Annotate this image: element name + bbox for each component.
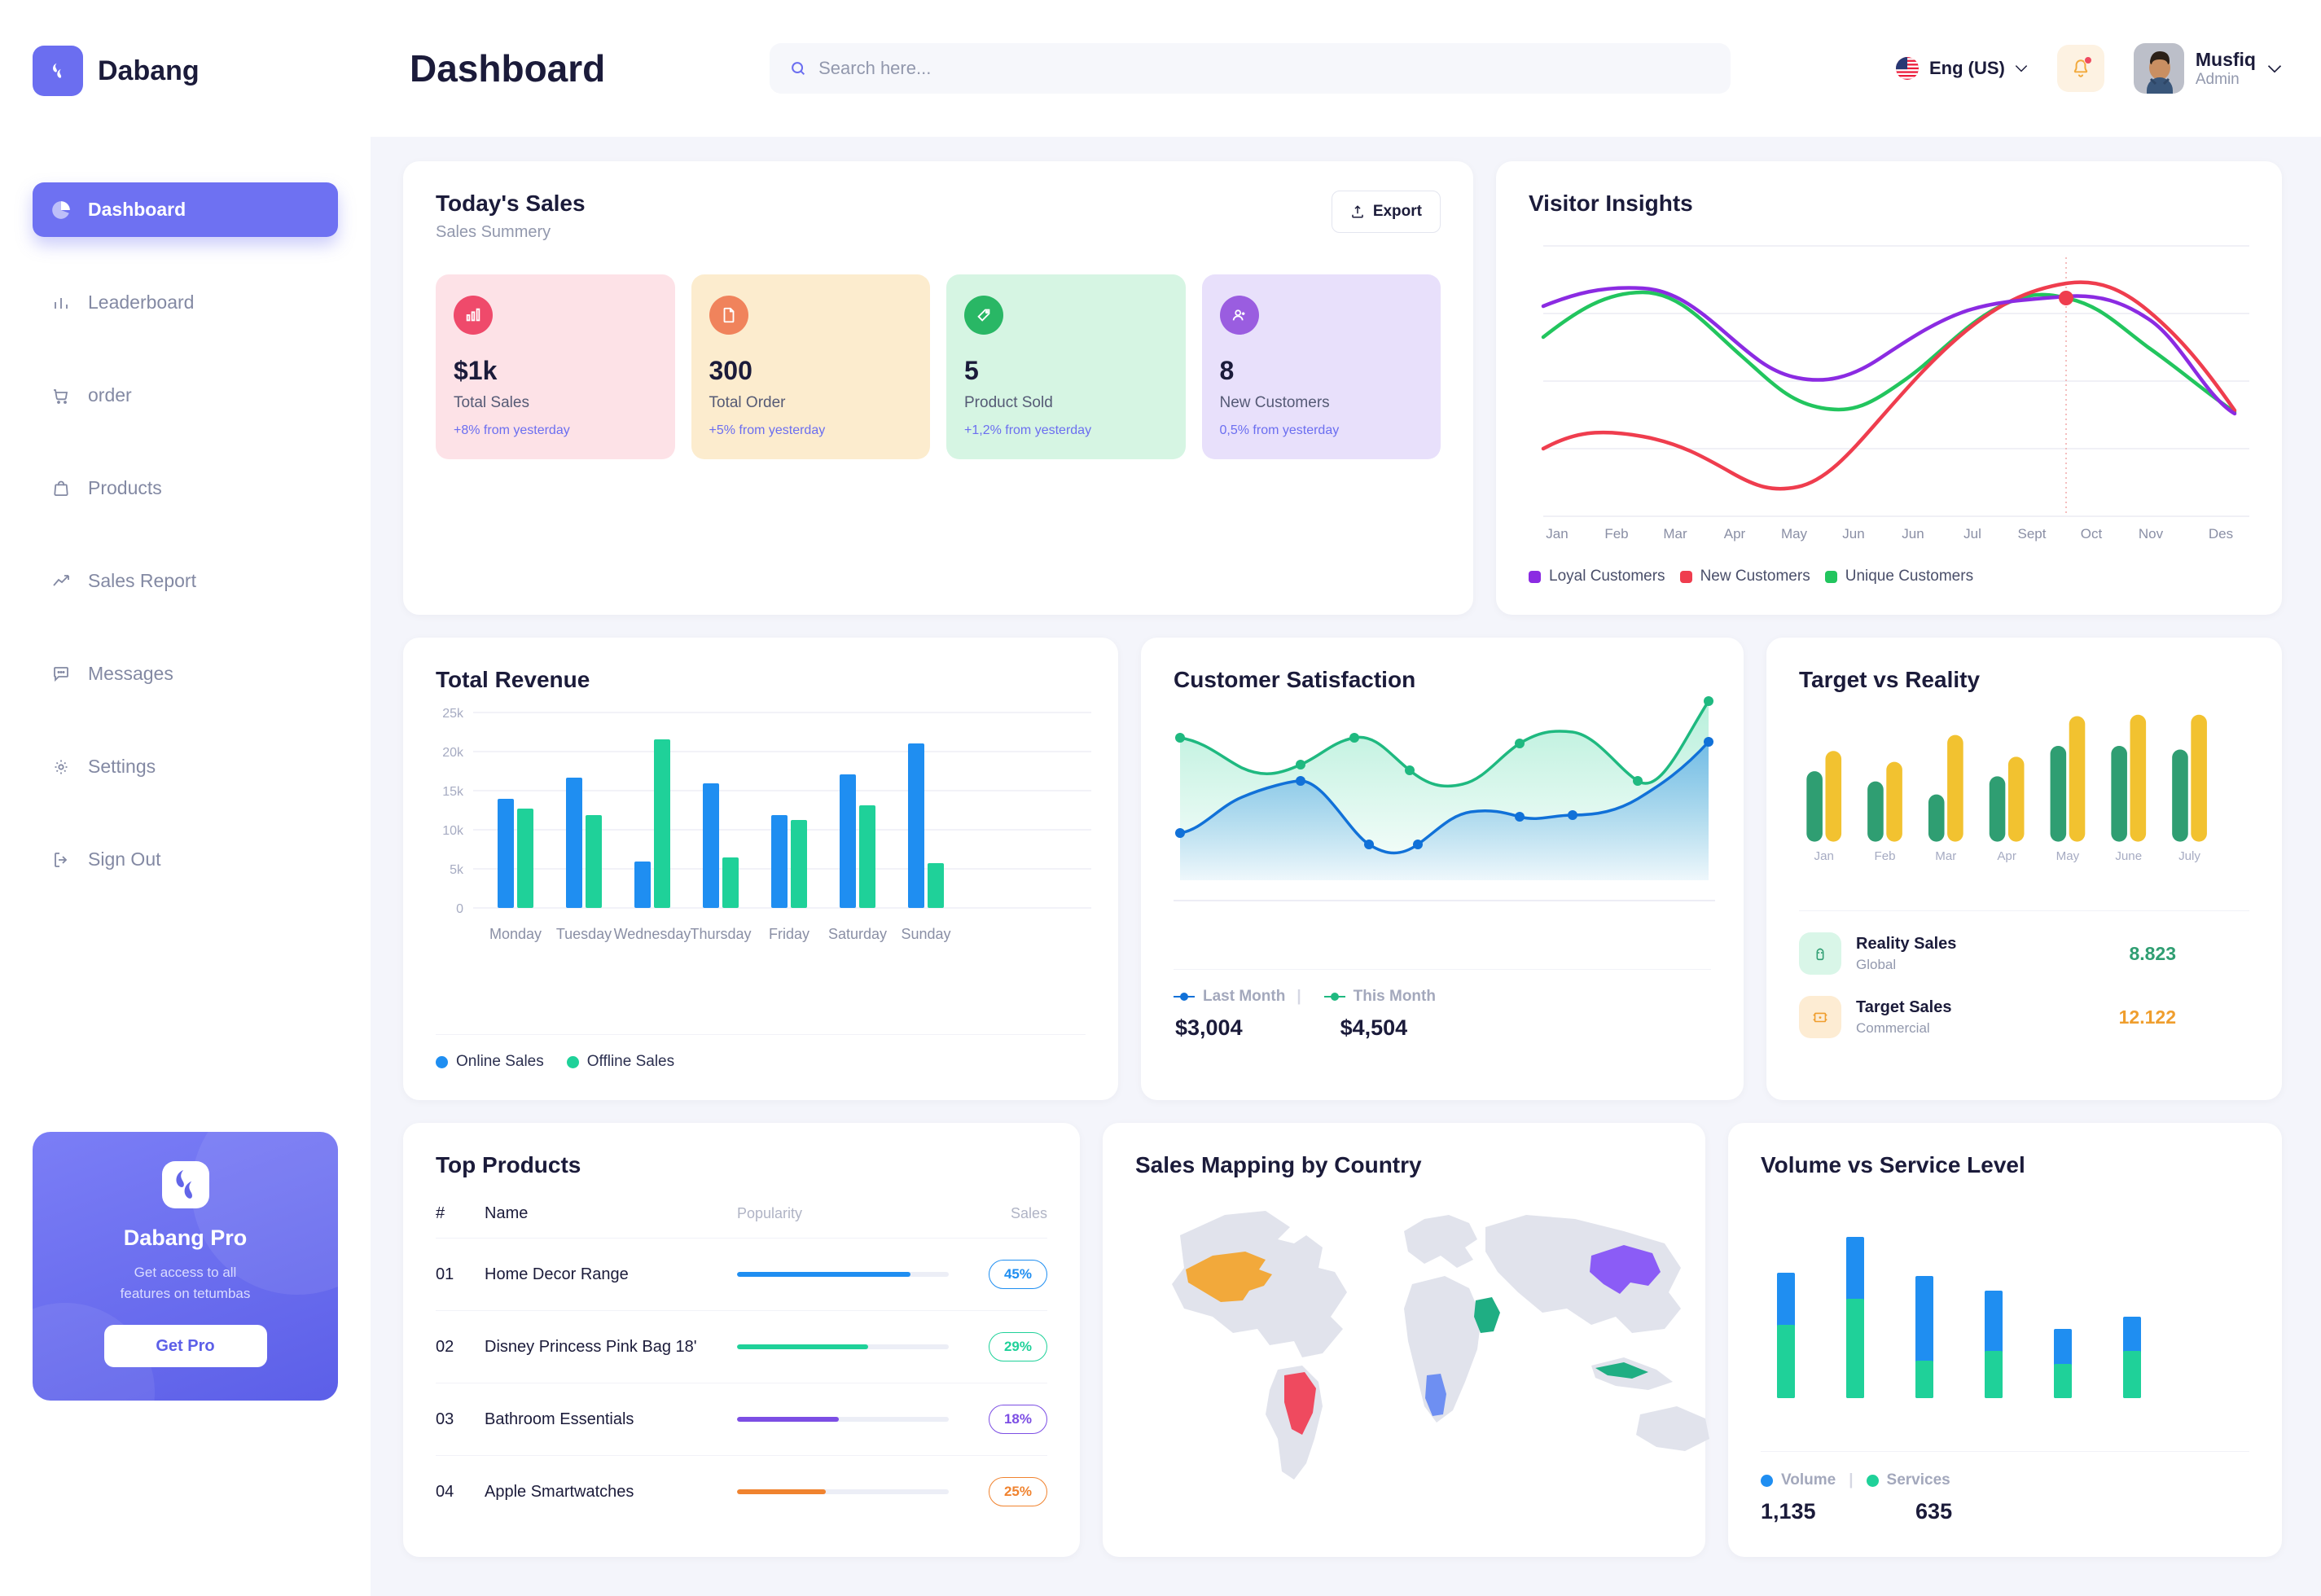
svg-text:Wednesday: Wednesday — [614, 926, 691, 942]
svg-text:Mar: Mar — [1663, 526, 1687, 542]
svg-text:July: July — [2178, 849, 2200, 863]
svg-text:25k: 25k — [442, 707, 464, 721]
svg-text:Feb: Feb — [1874, 849, 1895, 863]
svg-text:Tuesday: Tuesday — [556, 926, 612, 942]
svg-text:Oct: Oct — [2081, 526, 2103, 542]
svg-text:0: 0 — [456, 902, 463, 916]
svg-text:Des: Des — [2209, 526, 2233, 542]
svg-text:Jul: Jul — [1963, 526, 1981, 542]
svg-text:Jan: Jan — [1546, 526, 1568, 542]
svg-text:Jun: Jun — [1902, 526, 1924, 542]
svg-text:Saturday: Saturday — [828, 926, 887, 942]
svg-text:May: May — [2056, 849, 2080, 863]
svg-text:May: May — [1781, 526, 1808, 542]
svg-text:Jun: Jun — [1842, 526, 1864, 542]
svg-text:Mar: Mar — [1935, 849, 1956, 863]
svg-text:5k: 5k — [450, 863, 464, 877]
svg-text:Apr: Apr — [1997, 849, 2016, 863]
svg-text:Sept: Sept — [2018, 526, 2047, 542]
svg-text:10k: 10k — [442, 824, 464, 838]
svg-text:Monday: Monday — [489, 926, 542, 942]
svg-text:Thursday: Thursday — [690, 926, 751, 942]
svg-text:Jan: Jan — [1814, 849, 1834, 863]
svg-text:15k: 15k — [442, 785, 464, 799]
svg-text:Nov: Nov — [2139, 526, 2164, 542]
svg-text:Apr: Apr — [1724, 526, 1746, 542]
svg-text:Sunday: Sunday — [901, 926, 950, 942]
svg-text:20k: 20k — [442, 746, 464, 760]
svg-text:Feb: Feb — [1604, 526, 1628, 542]
svg-text:Friday: Friday — [769, 926, 809, 942]
svg-text:June: June — [2115, 849, 2142, 863]
